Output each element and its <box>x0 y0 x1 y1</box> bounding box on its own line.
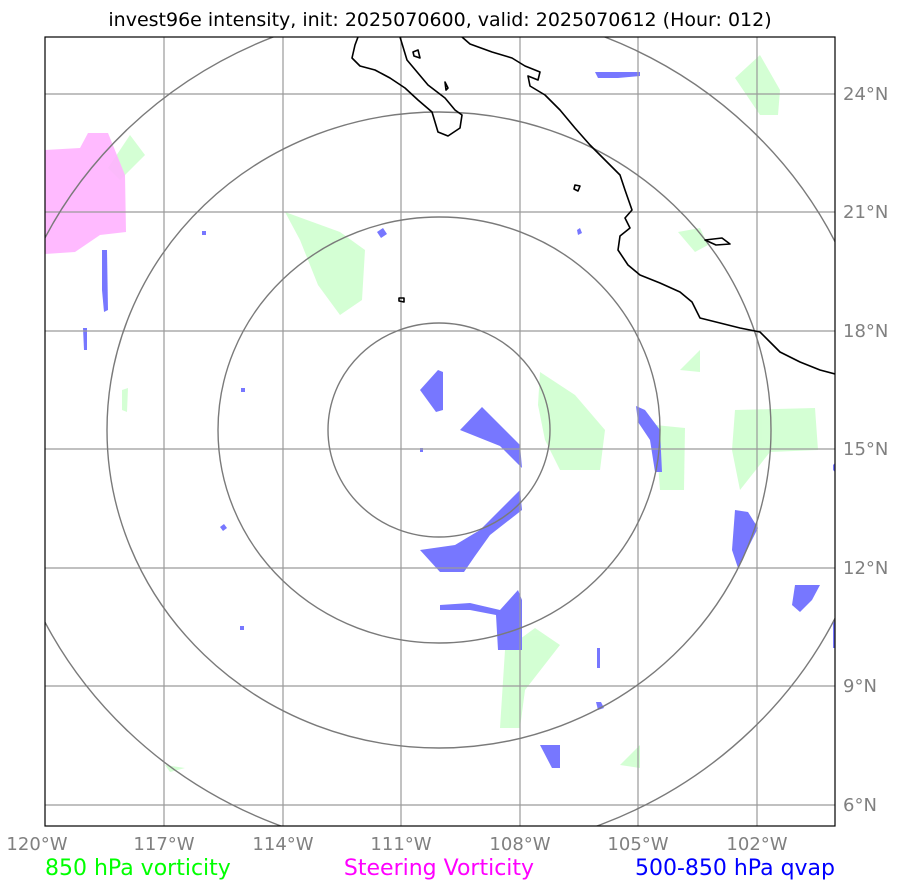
map-panel <box>45 37 835 826</box>
lon-label-111w: 111°W <box>370 834 431 855</box>
legend: 850 hPa vorticity Steering Vorticity 500… <box>45 856 835 881</box>
lon-label-114w: 114°W <box>252 834 313 855</box>
lat-label-9n: 9°N <box>843 676 877 697</box>
lon-label-102w: 102°W <box>726 834 787 855</box>
lon-label-105w: 105°W <box>607 834 668 855</box>
lat-label-18n: 18°N <box>843 321 888 342</box>
coastline <box>351 37 835 375</box>
lat-label-12n: 12°N <box>843 558 888 579</box>
graticule <box>45 37 835 826</box>
vorticity-850-fill <box>108 55 818 772</box>
map-frame <box>44 36 836 827</box>
legend-steering-vorticity: Steering Vorticity <box>344 856 534 881</box>
range-rings <box>45 37 835 826</box>
lat-label-21n: 21°N <box>843 202 888 223</box>
lon-label-108w: 108°W <box>489 834 550 855</box>
lat-label-15n: 15°N <box>843 439 888 460</box>
lat-label-24n: 24°N <box>843 84 888 105</box>
longitude-labels: 120°W 117°W 114°W 111°W 108°W 105°W 102°… <box>6 834 787 855</box>
latitude-labels: 24°N 21°N 18°N 15°N 12°N 9°N 6°N <box>843 84 888 816</box>
legend-qvap: 500-850 hPa qvap <box>635 856 835 881</box>
chart-title: invest96e intensity, init: 2025070600, v… <box>108 9 771 31</box>
lon-label-120w: 120°W <box>6 834 67 855</box>
lon-label-117w: 117°W <box>133 834 194 855</box>
steering-vorticity-fill <box>45 133 126 254</box>
lat-label-6n: 6°N <box>843 795 877 816</box>
legend-vorticity-850: 850 hPa vorticity <box>45 856 231 881</box>
